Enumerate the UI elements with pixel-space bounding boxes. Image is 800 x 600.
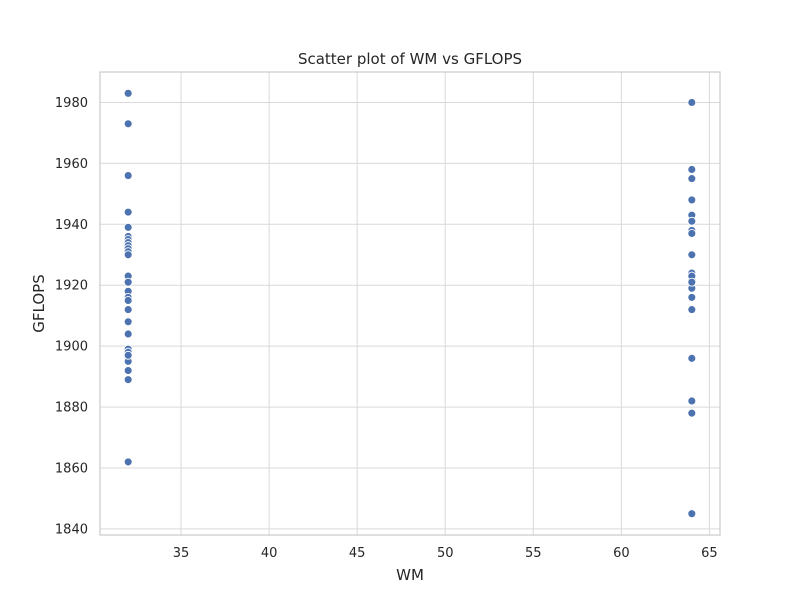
- data-points: [123, 88, 697, 519]
- data-point: [687, 396, 697, 406]
- data-point: [687, 195, 697, 205]
- data-point: [687, 228, 697, 238]
- y-tick-label: 1880: [55, 401, 88, 416]
- data-point: [687, 509, 697, 519]
- x-axis-label: WM: [396, 566, 424, 584]
- data-point: [687, 305, 697, 315]
- data-point: [687, 174, 697, 184]
- y-tick-label: 1920: [55, 279, 88, 294]
- data-point: [123, 119, 133, 129]
- x-axis-ticks: 35 40 45 50 55 60 65: [173, 546, 718, 561]
- data-point: [687, 408, 697, 418]
- x-tick-label: 55: [525, 546, 542, 561]
- x-tick-label: 35: [173, 546, 190, 561]
- y-axis-ticks: 1840 1860 1880 1900 1920 1940 1960 1980: [55, 96, 88, 537]
- data-point: [123, 277, 133, 287]
- data-point: [123, 350, 133, 360]
- data-point: [687, 250, 697, 260]
- y-tick-label: 1960: [55, 157, 88, 172]
- data-point: [123, 366, 133, 375]
- y-tick-label: 1940: [55, 218, 88, 233]
- data-point: [123, 88, 133, 98]
- grid: [100, 72, 720, 535]
- y-axis-label: GFLOPS: [30, 274, 48, 332]
- data-point: [687, 277, 697, 287]
- data-point: [687, 353, 697, 363]
- data-point: [687, 98, 697, 107]
- x-tick-label: 50: [437, 546, 454, 561]
- data-point: [123, 222, 133, 232]
- x-tick-label: 60: [613, 546, 630, 561]
- data-point: [123, 457, 133, 467]
- y-tick-label: 1860: [55, 461, 88, 476]
- y-tick-label: 1980: [55, 96, 88, 111]
- chart-title: Scatter plot of WM vs GFLOPS: [298, 50, 522, 68]
- data-point: [123, 296, 133, 305]
- x-tick-label: 65: [701, 546, 718, 561]
- y-tick-label: 1840: [55, 522, 88, 537]
- data-point: [123, 317, 133, 327]
- x-tick-label: 40: [261, 546, 278, 561]
- x-tick-label: 45: [349, 546, 366, 561]
- data-point: [123, 375, 133, 385]
- data-point: [123, 305, 133, 315]
- data-point: [687, 216, 697, 226]
- data-point: [687, 292, 697, 302]
- y-tick-label: 1900: [55, 340, 88, 355]
- data-point: [123, 207, 133, 217]
- data-point: [687, 165, 697, 174]
- data-point: [123, 329, 133, 339]
- plot-frame: [99, 71, 721, 536]
- data-point: [123, 250, 133, 260]
- data-point: [123, 171, 133, 181]
